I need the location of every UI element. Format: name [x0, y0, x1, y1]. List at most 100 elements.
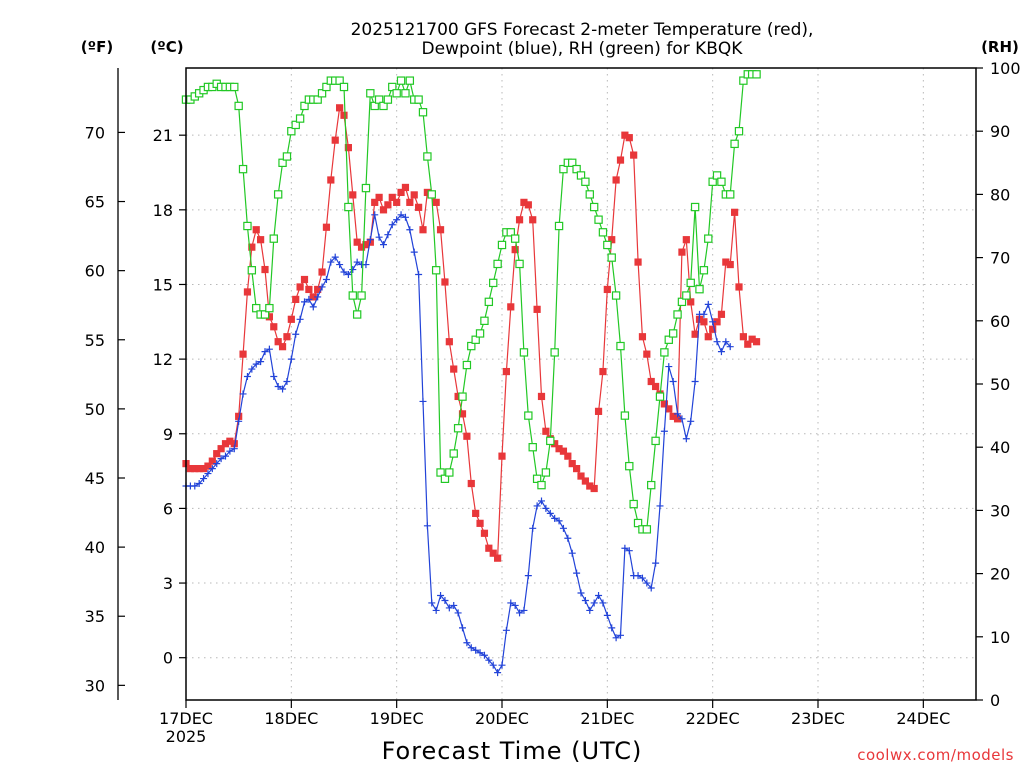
dewpoint-point: [213, 460, 221, 468]
rh-point: [401, 89, 410, 98]
rh-point: [291, 120, 300, 130]
dewpoint-point: [432, 606, 440, 614]
temperature-point: [349, 191, 357, 199]
rh-point: [431, 266, 441, 275]
temperature-point: [300, 275, 309, 284]
rh-point: [515, 259, 524, 269]
rh-point: [519, 348, 529, 357]
rh-point: [506, 228, 515, 237]
rh-tick-label: 40: [990, 438, 1010, 457]
temperature-point: [573, 464, 581, 473]
temperature-point: [717, 310, 726, 318]
dewpoint-point: [538, 497, 545, 505]
temperature-point: [700, 318, 708, 326]
temperature-point: [243, 288, 252, 296]
rh-point: [510, 234, 520, 243]
dewpoint-point: [674, 410, 682, 418]
dewpoint-point: [524, 572, 532, 580]
rh-point: [449, 449, 458, 458]
temperature-point: [577, 472, 585, 480]
temperature-point: [287, 315, 295, 323]
rh-point: [594, 215, 603, 224]
rh-point: [317, 89, 327, 98]
credit-text: coolwx.com/models: [857, 746, 1014, 764]
temperature-point: [450, 365, 458, 373]
temperature-point: [691, 330, 699, 338]
rh-point: [313, 95, 322, 104]
dewpoint-point: [568, 549, 576, 557]
dewpoint-point: [314, 293, 322, 301]
dewpoint-point: [542, 504, 550, 512]
temperature-point: [603, 285, 611, 294]
rh-point: [357, 291, 366, 300]
dewpoint-point: [248, 365, 256, 373]
temperature-point: [213, 450, 221, 458]
rh-point: [524, 411, 533, 420]
dewpoint-point: [353, 258, 361, 266]
temperature-point: [722, 258, 730, 266]
fahrenheit-axis: 30 35 40 45 50 55 60 65 70: [85, 68, 125, 700]
dewpoint-point: [349, 266, 357, 274]
rh-point: [374, 95, 384, 104]
temperature-point: [731, 208, 739, 216]
temperature-point: [752, 338, 761, 346]
rh-point: [230, 82, 239, 92]
dewpoint-point: [717, 348, 725, 356]
rh-point: [392, 89, 401, 98]
rh-point: [734, 126, 744, 136]
celsius-axis: 0 3 6 9 12 15 18 21: [153, 126, 186, 668]
rh-point: [445, 468, 454, 477]
temperature-point: [191, 464, 199, 473]
temperature-point: [586, 482, 594, 490]
rh-point: [616, 341, 625, 351]
temperature-point: [590, 484, 598, 493]
temperature-point: [331, 136, 339, 144]
dewpoint-point: [305, 295, 313, 303]
dewpoint-point: [217, 455, 225, 463]
fahrenheit-tick-label: 60: [85, 262, 105, 281]
rh-point: [712, 171, 722, 180]
dewpoint-point: [419, 397, 427, 405]
rh-point: [550, 348, 559, 357]
dewpoint-point: [415, 271, 423, 279]
temperature-point: [616, 156, 625, 164]
temperature-point: [520, 198, 528, 206]
fahrenheit-tick-label: 45: [85, 469, 105, 488]
temperature-point: [458, 410, 467, 418]
dewpoint-point: [459, 624, 466, 632]
x-tick-label: 21DEC: [580, 709, 634, 728]
rh-point: [234, 101, 243, 111]
temperature-point: [353, 238, 361, 246]
temperature-point: [344, 144, 352, 152]
temperature-point: [744, 340, 752, 348]
rh-point: [585, 190, 594, 199]
dewpoint-point: [722, 338, 730, 346]
temperature-point: [709, 325, 717, 333]
dewpoint-point: [222, 452, 229, 460]
temperature-point: [682, 236, 690, 244]
dewpoint-point: [678, 415, 686, 423]
dewpoint-point: [380, 241, 387, 249]
dewpoint-point: [393, 216, 401, 224]
rh-point: [677, 297, 687, 307]
temperature-point: [678, 248, 686, 256]
rh-point: [458, 392, 467, 401]
dewpoint-point: [467, 644, 475, 652]
rh-point: [252, 303, 261, 313]
rh-point: [278, 158, 287, 167]
dewpoint-point: [713, 338, 721, 346]
temperature-point: [599, 367, 607, 376]
temperature-point: [524, 201, 532, 209]
dewpoint-point: [603, 611, 611, 619]
rh-point: [532, 474, 542, 484]
celsius-tick-label: 3: [163, 574, 173, 593]
dewpoint-point: [520, 606, 528, 614]
dewpoint-point: [621, 544, 629, 552]
rh-point: [265, 303, 274, 313]
rh-point: [471, 335, 480, 344]
dewpoint-point: [660, 427, 668, 435]
temperature-point: [634, 258, 642, 266]
temperature-point: [379, 206, 388, 214]
dewpoint-point: [700, 310, 708, 318]
temperature-point: [485, 544, 493, 552]
